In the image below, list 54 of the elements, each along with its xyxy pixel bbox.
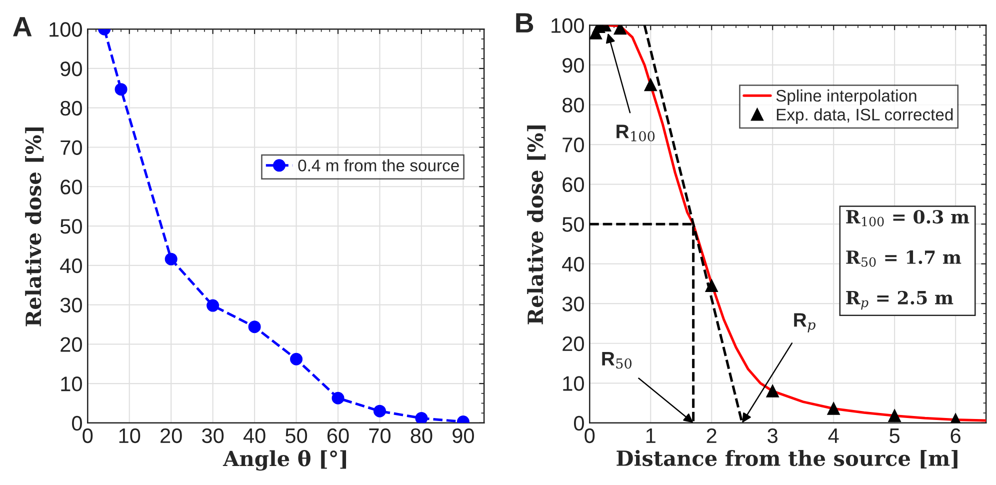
x-tick-label: 90	[452, 428, 474, 444]
y-tick-label: 0	[72, 416, 82, 431]
x-tick-label: 10	[119, 428, 140, 444]
x-tick-label: 20	[160, 428, 182, 444]
y-tick-label: 40	[60, 258, 82, 274]
y-tick-label: 60	[562, 177, 584, 192]
legend-label: Exp. data, ISL corrected	[776, 108, 953, 124]
annotation: R$_{50}$ = 1.7 m	[846, 250, 962, 267]
x-tick-label: 2	[706, 428, 716, 443]
y-axis-title: Relative dose [%]	[527, 126, 546, 324]
x-tick-label: 60	[327, 428, 349, 444]
legend-label: 0.4 m from the source	[298, 159, 459, 172]
x-tick-label: 40	[243, 428, 266, 444]
x-tick-label: 6	[950, 428, 960, 444]
x-tick-label: 0	[584, 428, 595, 444]
y-tick-label: 30	[562, 296, 584, 312]
y-tick-label: 90	[562, 58, 584, 73]
y-tick-label: 90	[60, 61, 82, 76]
x-axis-title: Distance from the source [m]	[616, 450, 958, 469]
y-tick-label: 10	[563, 376, 584, 391]
y-tick-label: 0	[574, 416, 584, 431]
x-tick-label: 70	[369, 428, 391, 444]
x-tick-label: 4	[828, 428, 839, 443]
y-tick-label: 20	[562, 336, 584, 352]
y-tick-label: 10	[61, 376, 82, 392]
chart-title: A	[13, 17, 32, 36]
legend-label: Spline interpolation	[776, 89, 916, 105]
annotation: R$_{100}$	[616, 124, 655, 142]
chart-title: B	[516, 13, 534, 32]
x-tick-label: 80	[410, 428, 432, 444]
y-tick-label: 20	[60, 337, 82, 352]
y-tick-label: 80	[60, 100, 82, 116]
annotation: R$_{p}$ = 2.5 m	[846, 290, 954, 310]
x-tick-label: 50	[286, 428, 308, 444]
annotation: R$_{p}$	[794, 313, 816, 332]
y-tick-label: 70	[60, 140, 82, 155]
y-tick-label: 50	[562, 217, 584, 232]
y-tick-label: 40	[562, 256, 584, 272]
x-tick-label: 3	[768, 428, 778, 444]
y-tick-label: 80	[562, 98, 584, 113]
x-tick-label: 5	[890, 428, 900, 444]
y-tick-label: 60	[60, 180, 82, 194]
x-tick-label: 30	[202, 428, 224, 444]
x-axis-title: Angle θ [°]	[222, 450, 346, 471]
y-tick-label: 70	[562, 138, 584, 152]
annotation: R$_{100}$ = 0.3 m	[846, 210, 970, 226]
x-tick-label: 1	[646, 428, 656, 443]
y-tick-label: 30	[60, 298, 82, 313]
y-axis-title: Relative dose [%]	[25, 127, 44, 326]
annotation: R$_{50}$	[602, 352, 632, 369]
x-tick-label: 0	[82, 428, 93, 444]
y-tick-label: 100	[50, 22, 82, 37]
y-tick-label: 100	[552, 18, 584, 33]
y-tick-label: 50	[60, 219, 82, 234]
